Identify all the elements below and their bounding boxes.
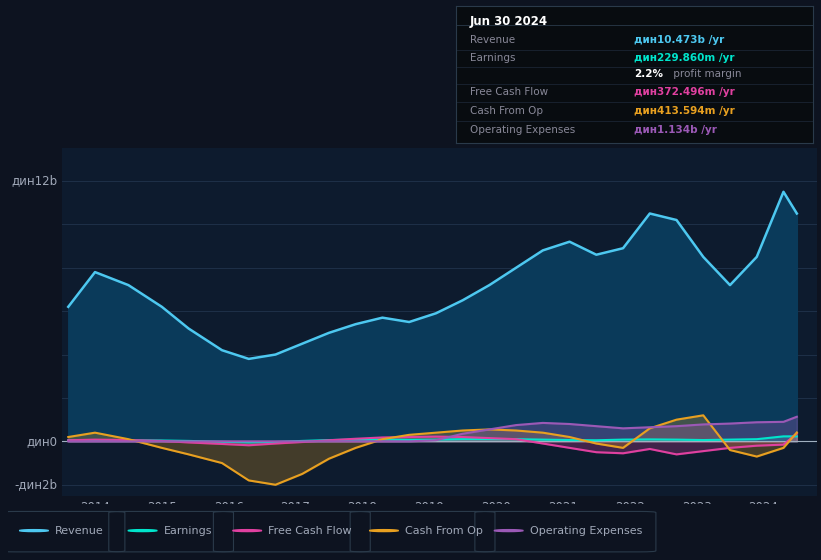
Text: дин229.860m /yr: дин229.860m /yr [635,53,735,63]
Text: Free Cash Flow: Free Cash Flow [470,87,548,97]
Text: Earnings: Earnings [163,526,212,535]
Circle shape [20,530,48,531]
Text: дин413.594m /yr: дин413.594m /yr [635,106,735,116]
Text: дин0: дин0 [27,435,57,448]
Text: Revenue: Revenue [55,526,103,535]
Text: Earnings: Earnings [470,53,516,63]
Text: profit margin: profit margin [670,69,741,79]
Text: Free Cash Flow: Free Cash Flow [268,526,351,535]
Text: дин10.473b /yr: дин10.473b /yr [635,35,724,45]
Text: Cash From Op: Cash From Op [405,526,483,535]
Circle shape [232,530,262,531]
Circle shape [494,530,523,531]
Text: Jun 30 2024: Jun 30 2024 [470,15,548,28]
Text: дин12b: дин12b [11,175,57,188]
Text: -дин2b: -дин2b [15,478,57,491]
Text: 2.2%: 2.2% [635,69,663,79]
Circle shape [369,530,398,531]
Text: Operating Expenses: Operating Expenses [530,526,642,535]
Text: Revenue: Revenue [470,35,515,45]
Text: дин1.134b /yr: дин1.134b /yr [635,125,717,136]
Text: Operating Expenses: Operating Expenses [470,125,576,136]
Text: Cash From Op: Cash From Op [470,106,543,116]
Text: дин372.496m /yr: дин372.496m /yr [635,87,735,97]
Circle shape [128,530,157,531]
